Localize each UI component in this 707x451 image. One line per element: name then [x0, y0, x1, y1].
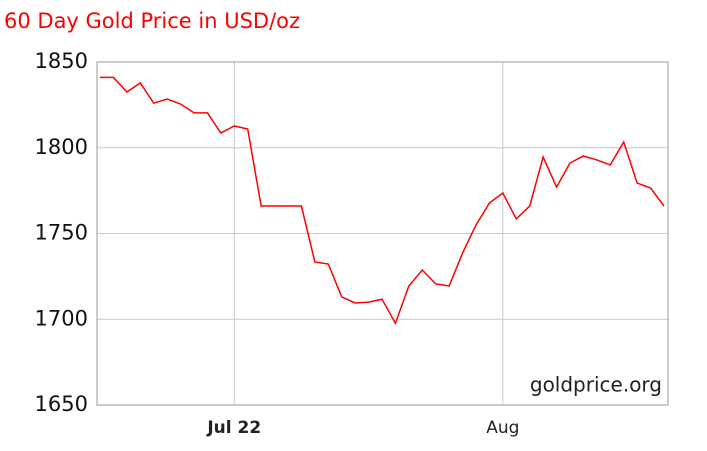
- chart-title: 60 Day Gold Price in USD/oz: [4, 9, 300, 33]
- x-tick-label: Jul 22: [206, 418, 261, 438]
- y-tick-label: 1800: [35, 135, 88, 159]
- x-tick-label: Aug: [486, 418, 519, 438]
- y-tick-label: 1700: [35, 306, 88, 330]
- y-tick-label: 1750: [35, 221, 88, 245]
- y-tick-label: 1850: [35, 49, 88, 73]
- line: [100, 76, 665, 325]
- plot-border: [96, 61, 669, 406]
- watermark: goldprice.org: [530, 373, 662, 397]
- y-tick-label: 1650: [35, 392, 88, 416]
